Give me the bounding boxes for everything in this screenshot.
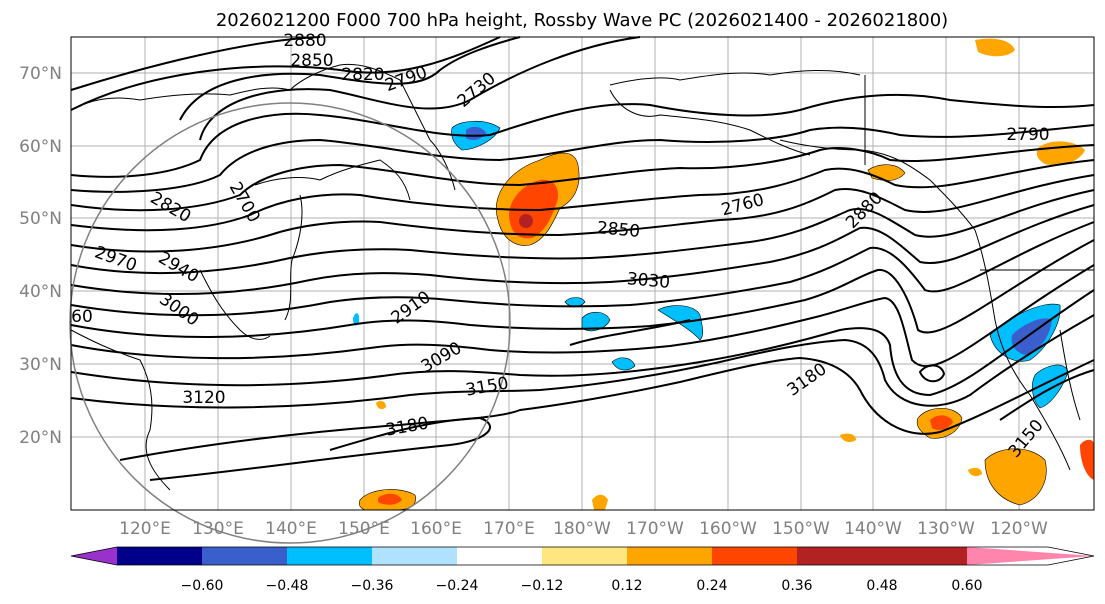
anomaly-patch-orange-small2 [840,433,856,443]
map-frame [70,36,1095,511]
colorbar-tick: −0.48 [266,578,309,594]
anomaly-patch-orange-small [592,494,608,510]
colorbar-segment [627,547,712,565]
anomaly-patch-blue-small [353,313,360,326]
colorbar-segment [457,547,542,565]
colorbar-segment [542,547,627,565]
lon-label: 170°W [626,519,684,539]
latitude-labels: 70°N 60°N 50°N 40°N 30°N 20°N [19,64,62,448]
anomaly-patch-orange-small3 [968,467,982,477]
coast-alaska-north [609,70,861,86]
contour-label: 2790 [1006,125,1049,145]
colorbar-tick: −0.12 [521,578,564,594]
anomaly-patch-orange-top [975,38,1015,57]
colorbar-segment [287,547,372,565]
anomaly-patch-darkblue-california [1011,318,1052,355]
contour-label: 3030 [626,269,671,293]
coast-west-coast [974,229,1071,471]
contour-label: 2850 [596,218,641,242]
colorbar: −0.60 −0.48 −0.36 −0.24 −0.12 0.12 0.24 … [70,546,1095,594]
coast-china [70,329,171,491]
lon-label: 140°E [265,519,317,539]
height-contours [70,36,1095,481]
coast-kamchatka [429,139,456,191]
contour-label: 2850 [290,51,333,71]
colorbar-segment [882,547,967,565]
colorbar-tick: −0.60 [181,578,224,594]
colorbar-tick: 0.24 [696,578,727,594]
lat-label: 30°N [19,355,62,375]
anomaly-patch-blue-pacific1 [581,311,611,332]
colorbar-extend-high [967,547,1094,565]
coast-alaska-south [779,139,976,231]
colorbar-tick: 0.36 [781,578,812,594]
coast-baja [1059,329,1081,421]
colorbar-tick: 0.12 [611,578,642,594]
lon-label: 140°W [844,519,902,539]
colorbar-tick: 0.48 [866,578,897,594]
colorbar-outline [70,546,1095,566]
lon-label: 120°W [990,519,1048,539]
colorbar-tick: 0.60 [951,578,982,594]
contour-label: 3120 [182,388,225,408]
anomaly-patch-orange-small4 [376,400,386,410]
lat-label: 60°N [19,137,62,157]
longitude-labels: 120°E 130°E 140°E 150°E 160°E 170°E 180°… [119,519,1048,539]
anomaly-patch-redorange-south [378,493,402,505]
colorbar-tick: −0.24 [436,578,479,594]
colorbar-segment [117,547,202,565]
anomaly-patch-orange-mexico [984,448,1047,506]
lon-label: 180°W [553,519,611,539]
coast-okhotsk [254,159,411,201]
anomaly-patch-blue-pacific3 [611,357,636,371]
colorbar-segment [712,547,797,565]
coast-alaska-west [609,89,811,156]
colorbar-segment [202,547,287,565]
anomaly-patch-darkred [519,214,533,228]
colorbar-extend-low [71,547,117,565]
lon-label: 130°W [917,519,975,539]
map-panel: 2880 2850 2820 2790 2730 2700 2760 2820 … [69,31,1095,544]
contour-label: 2880 [283,31,326,51]
coast-korea [199,269,271,340]
colorbar-segment [372,547,457,565]
contour-label: 60 [71,307,93,327]
lat-label: 20°N [19,428,62,448]
colorbar-segment [797,547,882,565]
figure-title: 2026021200 F000 700 hPa height, Rossby W… [216,10,948,31]
coast-sakhalin-japan [284,194,303,321]
coastlines [70,63,1094,491]
anomaly-patch-red-edge [1080,439,1094,480]
lon-label: 150°W [772,519,830,539]
lon-label: 170°E [483,519,535,539]
lat-label: 50°N [19,209,62,229]
lon-label: 150°E [338,519,390,539]
anomaly-patch-redorange-subtropics [930,415,953,430]
colorbar-tick: −0.36 [351,578,394,594]
lon-label: 120°E [119,519,171,539]
highlight-circle [69,102,511,544]
lon-label: 130°E [192,519,244,539]
contour-label: 2820 [341,65,384,85]
lon-label: 160°W [699,519,757,539]
lat-label: 70°N [19,64,62,84]
lat-label: 40°N [19,282,62,302]
lon-label: 160°E [410,519,462,539]
